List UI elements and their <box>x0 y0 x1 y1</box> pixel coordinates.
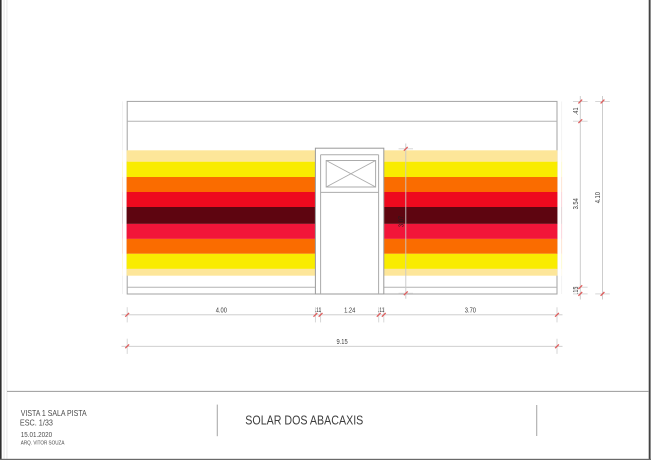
svg-text:SOLAR DOS ABACAXIS: SOLAR DOS ABACAXIS <box>245 412 363 427</box>
svg-text:.41: .41 <box>573 107 580 115</box>
svg-text:1.24: 1.24 <box>344 307 355 314</box>
svg-text:.11: .11 <box>378 308 385 314</box>
svg-text:.15: .15 <box>573 287 580 295</box>
svg-text:9.15: 9.15 <box>337 339 348 346</box>
svg-text:VISTA 1 SALA PISTA: VISTA 1 SALA PISTA <box>21 409 87 418</box>
svg-text:4.10: 4.10 <box>595 192 602 203</box>
svg-text:ARQ. VITOR SOUZA: ARQ. VITOR SOUZA <box>21 440 65 446</box>
svg-text:15.01.2020: 15.01.2020 <box>21 430 52 439</box>
svg-text:.11: .11 <box>315 308 322 314</box>
svg-text:ESC. 1/33: ESC. 1/33 <box>20 418 53 427</box>
svg-text:3.07: 3.07 <box>398 216 405 227</box>
svg-text:3.54: 3.54 <box>573 198 580 209</box>
svg-text:3.70: 3.70 <box>465 307 476 314</box>
svg-text:4.00: 4.00 <box>216 307 227 314</box>
